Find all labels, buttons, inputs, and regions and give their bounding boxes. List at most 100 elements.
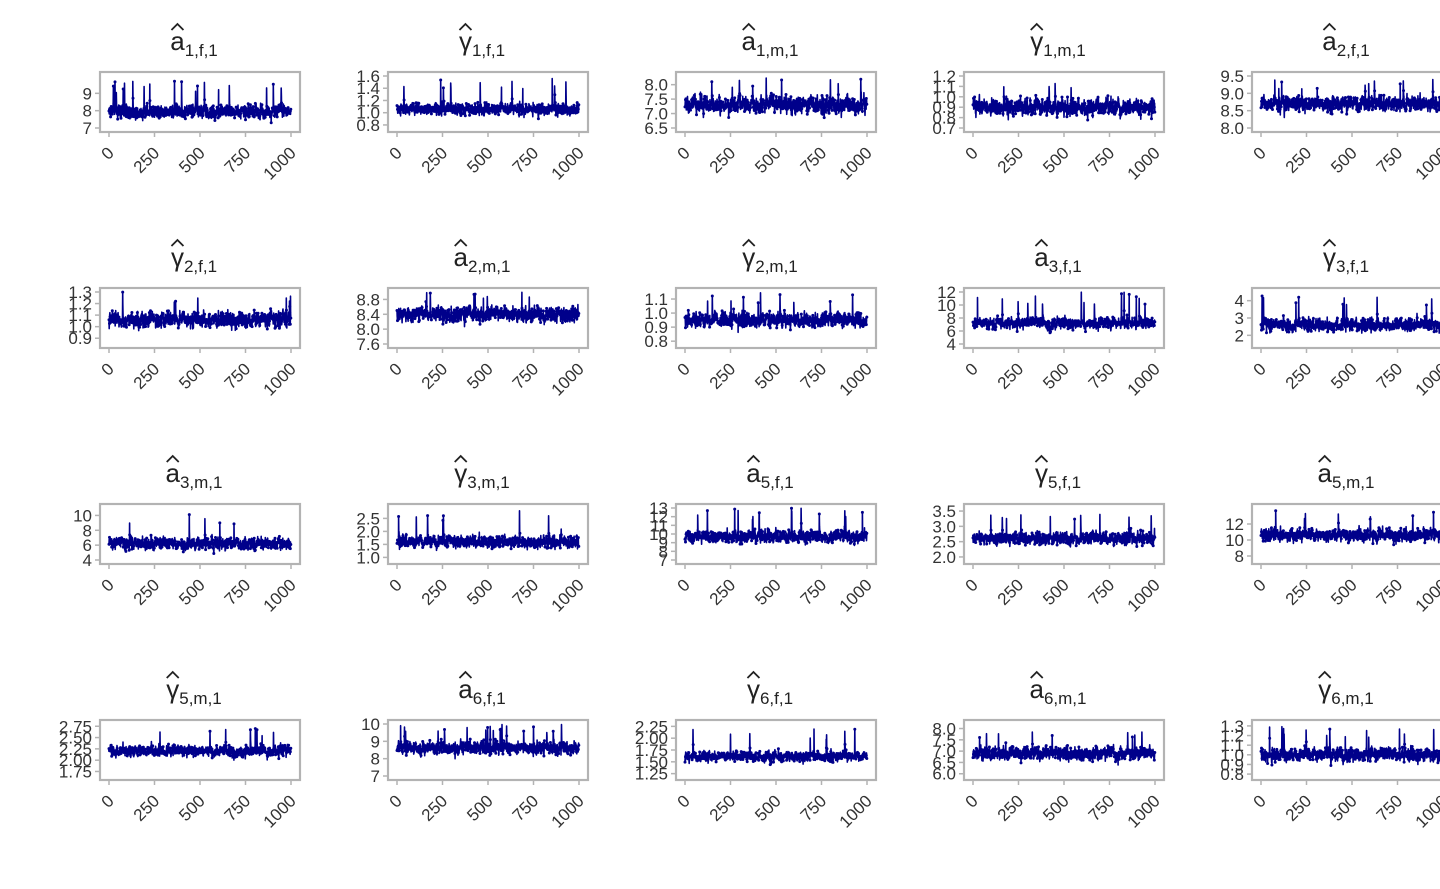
- y-tick-label: 8: [83, 102, 92, 121]
- trace-point: [1002, 95, 1006, 99]
- trace-point: [428, 536, 432, 539]
- y-tick-label: 0.7: [932, 119, 956, 138]
- trace-point: [395, 541, 399, 545]
- trace-point: [1376, 99, 1380, 103]
- y-tick-label: 8: [659, 542, 668, 561]
- trace-point: [1396, 105, 1400, 109]
- x-tick-label: 0: [962, 143, 982, 163]
- trace-point: [778, 530, 782, 534]
- trace-point: [689, 108, 692, 112]
- title-symbol: γ: [1030, 26, 1043, 56]
- x-tick-label: 500: [175, 359, 208, 392]
- trace-point: [437, 314, 441, 318]
- trace-point: [786, 540, 790, 544]
- trace-point: [1134, 102, 1138, 106]
- trace-point: [1003, 323, 1007, 327]
- trace-point: [1110, 320, 1114, 324]
- trace-point: [464, 309, 468, 312]
- trace-point: [690, 323, 694, 327]
- panel-title: γ1,m,1: [1030, 26, 1086, 60]
- trace-point: [756, 301, 760, 305]
- trace-point: [115, 107, 119, 111]
- trace-point: [1366, 105, 1370, 109]
- trace-point: [226, 546, 229, 550]
- trace-point: [423, 309, 427, 313]
- y-tick-label: 11: [650, 516, 668, 535]
- trace-point: [553, 101, 557, 105]
- trace-point: [268, 319, 271, 323]
- trace-point: [1328, 100, 1332, 103]
- trace-point: [1055, 107, 1058, 111]
- trace-point: [841, 538, 845, 542]
- trace-point: [1050, 327, 1054, 330]
- trace-point: [568, 543, 572, 547]
- trace-point: [535, 545, 539, 549]
- trace-point: [1326, 330, 1330, 334]
- trace-point: [1060, 319, 1064, 323]
- trace-point: [715, 539, 719, 543]
- trace-point: [233, 320, 237, 324]
- trace-point: [1092, 320, 1096, 324]
- trace-point: [508, 537, 512, 541]
- title-symbol: a: [742, 26, 757, 56]
- trace-point: [1435, 320, 1439, 324]
- trace-point: [710, 294, 714, 298]
- trace-point: [123, 110, 127, 114]
- trace-point: [1275, 107, 1279, 111]
- trace-point: [462, 306, 466, 309]
- trace-point: [1091, 530, 1095, 534]
- trace-point: [1310, 97, 1314, 101]
- trace-point: [860, 510, 864, 514]
- trace-point: [1361, 98, 1365, 102]
- trace-point: [193, 546, 197, 550]
- x-tick-label: 0: [386, 575, 406, 595]
- trace-point: [703, 95, 707, 99]
- trace-point: [1390, 327, 1394, 331]
- trace-point: [1363, 318, 1367, 322]
- trace-point: [244, 118, 247, 122]
- x-tick-label: 250: [1282, 359, 1315, 392]
- trace-point: [1374, 107, 1378, 110]
- trace-point: [1095, 98, 1099, 102]
- trace-point: [514, 308, 517, 312]
- trace-point: [479, 103, 482, 107]
- trace-point: [773, 102, 777, 106]
- trace-point: [209, 545, 213, 549]
- panel-title: γ5,f,1: [1035, 458, 1081, 492]
- trace-point: [1318, 101, 1322, 105]
- trace-point: [1358, 102, 1362, 105]
- trace-point: [719, 109, 723, 113]
- trace-point: [762, 101, 766, 105]
- trace-point: [1139, 321, 1143, 325]
- trace-point: [783, 103, 787, 107]
- trace-point: [859, 312, 863, 315]
- y-tick-label: 12: [937, 283, 956, 302]
- trace-point: [754, 542, 758, 545]
- trace-point: [1034, 93, 1038, 97]
- x-tick-label: 750: [509, 143, 542, 176]
- trace-point: [522, 316, 526, 320]
- trace-point: [1020, 532, 1024, 536]
- trace-point: [790, 506, 793, 510]
- trace-point: [282, 110, 286, 114]
- trace-point: [229, 319, 233, 323]
- trace-point: [1137, 111, 1141, 115]
- trace-point: [528, 543, 532, 547]
- trace-point: [568, 311, 572, 315]
- trace-point: [684, 326, 687, 330]
- trace-point: [1065, 115, 1069, 119]
- hat-mark: [454, 238, 468, 247]
- trace-point: [1413, 103, 1417, 107]
- trace-point: [1422, 320, 1426, 324]
- trace-point: [403, 308, 407, 312]
- trace-point: [1398, 82, 1402, 86]
- trace-point: [1079, 539, 1083, 543]
- trace-point: [577, 103, 581, 107]
- trace-point: [710, 94, 714, 98]
- trace-point: [737, 98, 741, 102]
- trace-point: [1285, 327, 1289, 331]
- trace-point: [698, 311, 702, 315]
- trace-point: [815, 99, 819, 103]
- trace-point: [238, 114, 242, 118]
